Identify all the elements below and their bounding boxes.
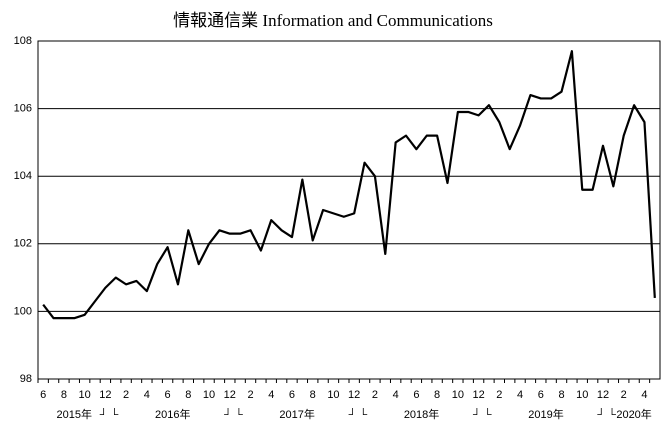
x-tick-label: 6 <box>165 389 171 401</box>
x-tick-label: 6 <box>413 389 419 401</box>
y-tick-label: 100 <box>14 305 32 317</box>
year-separator: ┘└ <box>596 407 619 421</box>
x-tick-label: 10 <box>203 389 215 401</box>
x-tick-label: 4 <box>517 389 523 401</box>
y-tick-label: 106 <box>14 103 32 115</box>
x-tick-label: 10 <box>452 389 464 401</box>
x-tick-label: 2 <box>496 389 502 401</box>
y-tick-label: 98 <box>20 373 32 385</box>
year-label: 2020年 <box>616 407 651 421</box>
line-series <box>42 50 656 320</box>
x-tick-label: 4 <box>393 389 399 401</box>
x-tick-label: 12 <box>597 389 609 401</box>
x-tick-label: 12 <box>224 389 236 401</box>
year-separator: ┘└ <box>223 407 246 421</box>
x-tick-label: 8 <box>185 389 191 401</box>
x-tick-label: 2 <box>372 389 378 401</box>
x-tick-label: 2 <box>247 389 253 401</box>
chart-title: 情報通信業 Information and Communications <box>173 11 493 30</box>
x-tick-label: 6 <box>289 389 295 401</box>
x-tick-label: 8 <box>310 389 316 401</box>
x-tick-label: 10 <box>576 389 588 401</box>
year-label: 2017年 <box>279 407 314 421</box>
x-tick-label: 6 <box>40 389 46 401</box>
x-tick-label: 12 <box>472 389 484 401</box>
x-tick-label: 8 <box>61 389 67 401</box>
year-separator: ┘└ <box>348 407 371 421</box>
x-tick-label: 8 <box>434 389 440 401</box>
x-tick-label: 12 <box>348 389 360 401</box>
y-tick-label: 104 <box>14 170 32 182</box>
year-label: 2018年 <box>404 407 439 421</box>
x-tick-label: 6 <box>538 389 544 401</box>
year-label: 2015年 <box>57 407 92 421</box>
y-tick-label: 102 <box>14 238 32 250</box>
x-tick-label: 2 <box>621 389 627 401</box>
x-tick-label: 2 <box>123 389 129 401</box>
x-tick-label: 4 <box>641 389 647 401</box>
y-tick-label: 108 <box>14 35 32 47</box>
x-tick-label: 4 <box>268 389 274 401</box>
x-tick-label: 10 <box>79 389 91 401</box>
plot-frame <box>37 40 661 380</box>
x-tick-label: 12 <box>99 389 111 401</box>
year-separator: ┘└ <box>99 407 122 421</box>
year-separator: ┘└ <box>472 407 495 421</box>
year-label: 2016年 <box>155 407 190 421</box>
year-label: 2019年 <box>528 407 563 421</box>
x-tick-label: 10 <box>327 389 339 401</box>
x-tick-label: 8 <box>558 389 564 401</box>
x-tick-label: 4 <box>144 389 150 401</box>
